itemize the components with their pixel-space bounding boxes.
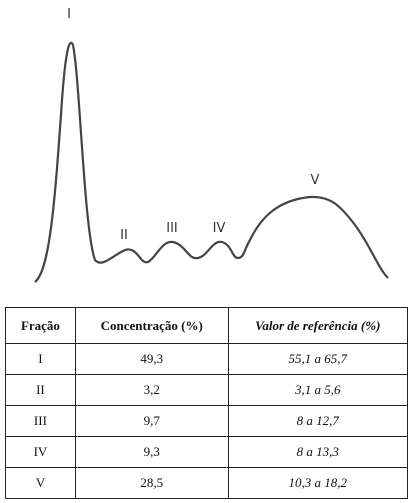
table-cell: V bbox=[5, 467, 76, 499]
peak-label: IV bbox=[213, 221, 226, 236]
header-row: Fração Concentração (%) Valor de referên… bbox=[5, 307, 409, 344]
peak-label: V bbox=[311, 173, 320, 188]
table-cell: 8 a 12,7 bbox=[227, 405, 409, 437]
table-cell: 28,5 bbox=[74, 467, 229, 499]
table-cell: 55,1 a 65,7 bbox=[227, 343, 409, 375]
table-row: I 49,3 55,1 a 65,7 bbox=[5, 343, 409, 375]
table-cell: 49,3 bbox=[74, 343, 229, 375]
peak-label: III bbox=[166, 221, 178, 236]
header-cell: Concentração (%) bbox=[74, 307, 229, 344]
peak-label: I bbox=[67, 7, 71, 22]
table-cell: 8 a 13,3 bbox=[227, 436, 409, 468]
electrophoresis-curve: I II III IV V bbox=[34, 7, 389, 283]
header-cell: Fração bbox=[5, 307, 76, 344]
table-row: IV 9,3 8 a 13,3 bbox=[5, 436, 409, 468]
table-cell: 3,2 bbox=[74, 374, 229, 406]
table-cell: 10,3 a 18,2 bbox=[227, 467, 409, 499]
header-cell: Valor de referência (%) bbox=[227, 307, 409, 344]
table-cell: 9,7 bbox=[74, 405, 229, 437]
peak-label: II bbox=[120, 228, 128, 243]
table-cell: III bbox=[5, 405, 76, 437]
table-cell: I bbox=[5, 343, 76, 375]
table-cell: IV bbox=[5, 436, 76, 468]
table-row: III 9,7 8 a 12,7 bbox=[5, 405, 409, 437]
curve bbox=[34, 41, 389, 283]
table-cell: 3,1 a 5,6 bbox=[227, 374, 409, 406]
table-row: II 3,2 3,1 a 5,6 bbox=[5, 374, 409, 406]
table-cell: II bbox=[5, 374, 76, 406]
table-cell: 9,3 bbox=[74, 436, 229, 468]
table-row: V 28,5 10,3 a 18,2 bbox=[5, 467, 409, 499]
fractions-table: Fração Concentração (%) Valor de referên… bbox=[5, 307, 409, 499]
